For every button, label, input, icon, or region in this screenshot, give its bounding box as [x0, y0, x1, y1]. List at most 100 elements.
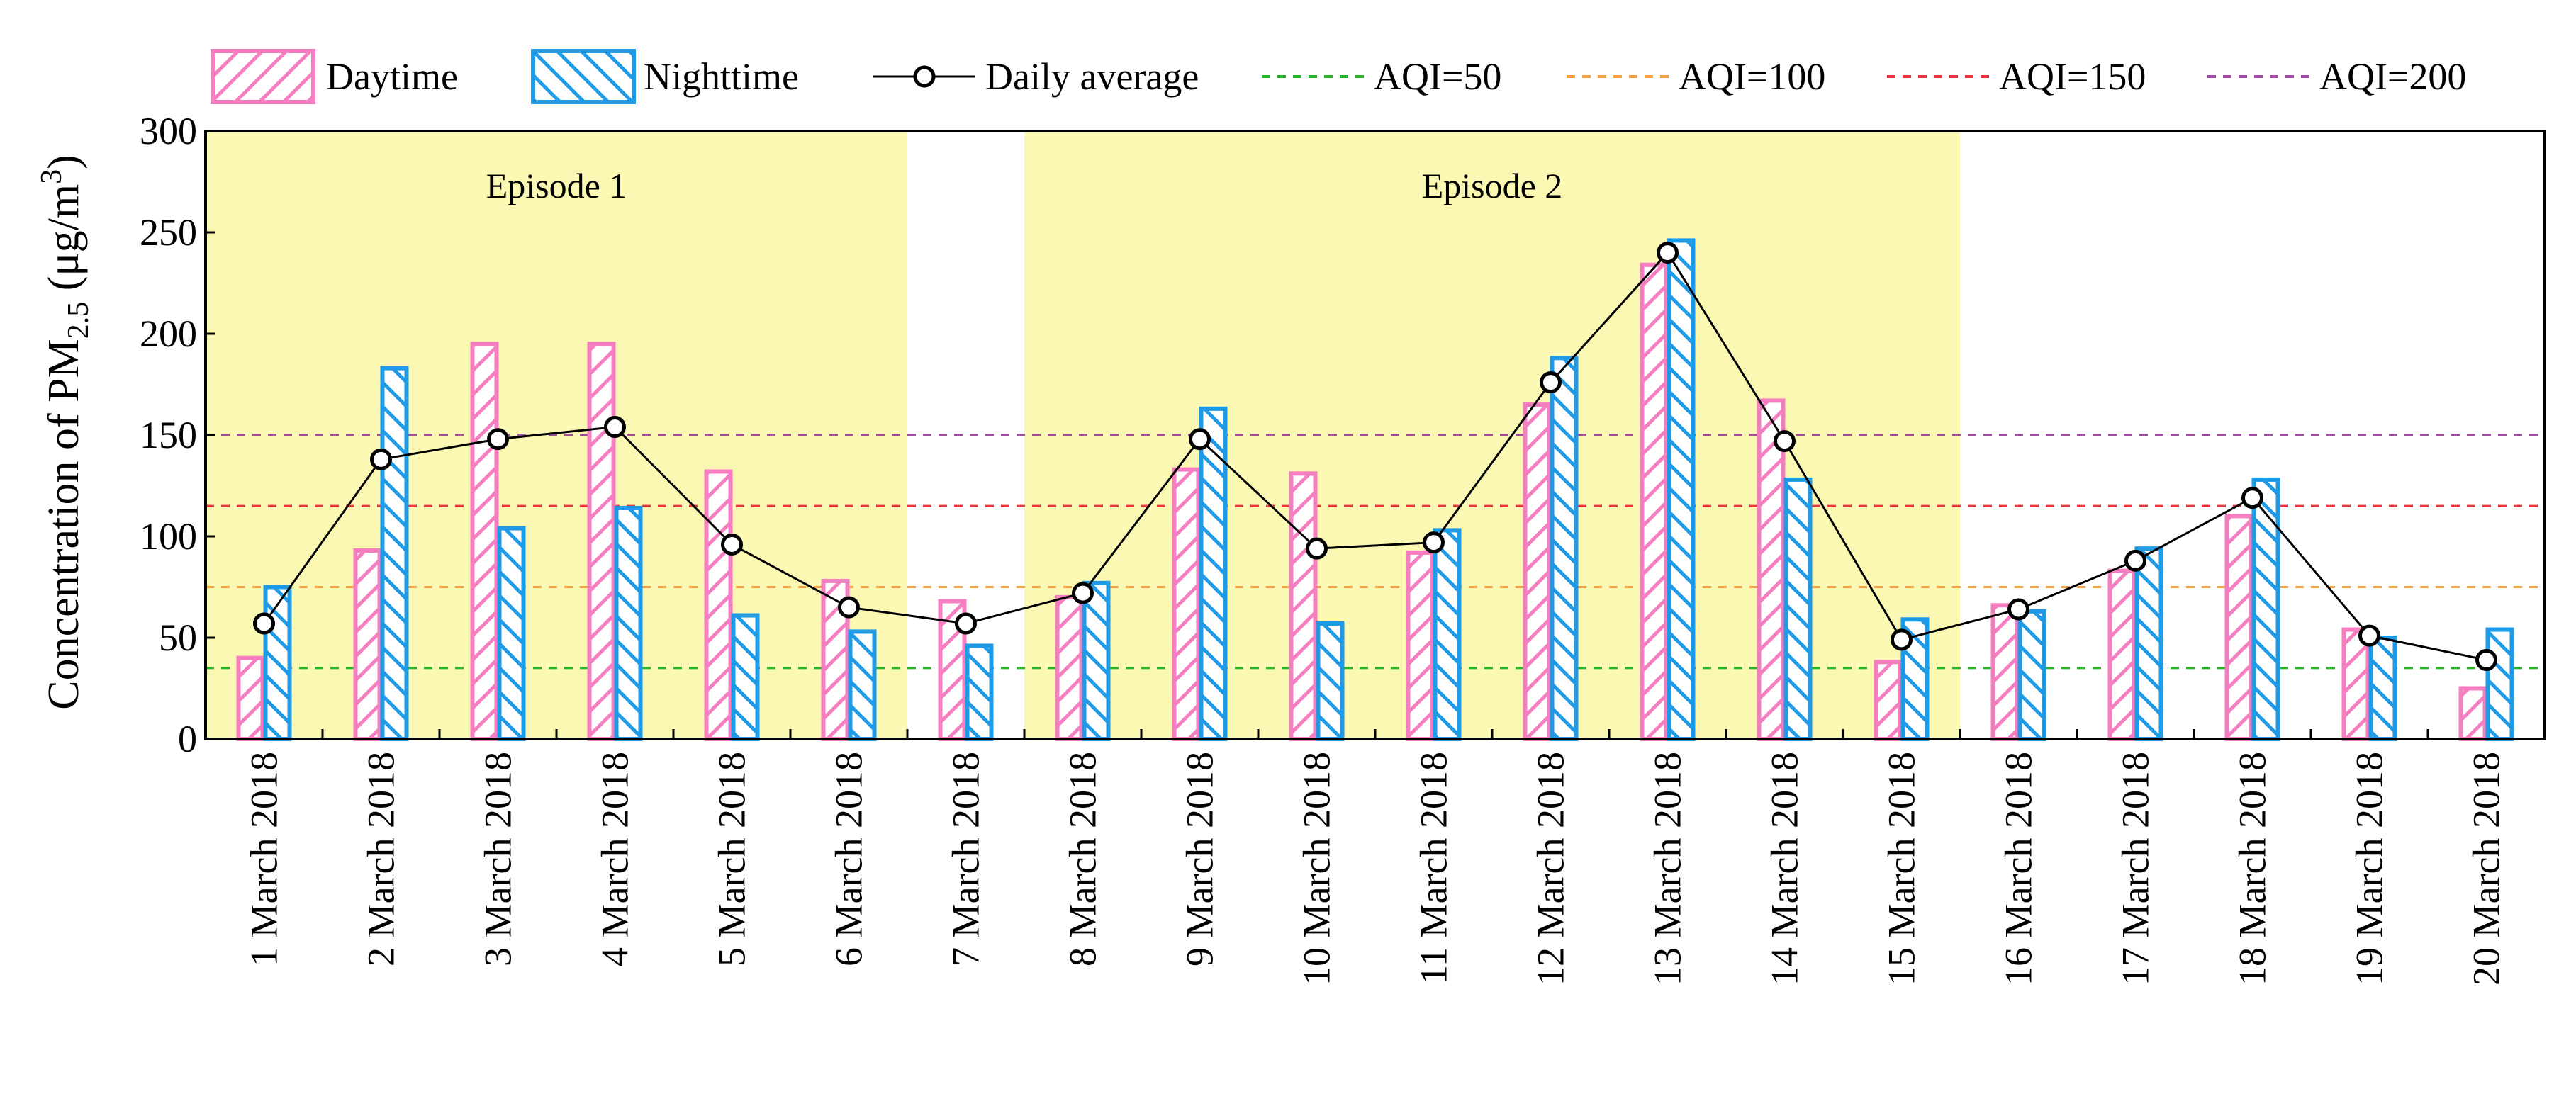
x-tick-label-9: 9 March 2018	[1179, 752, 1221, 966]
y-tick-label-50: 50	[159, 616, 197, 659]
average-point-6	[838, 596, 860, 619]
y-axis-title-close: )	[40, 154, 88, 169]
legend-nighttime-label: Nighttime	[644, 55, 799, 98]
bar-nighttime-19	[2368, 636, 2397, 741]
x-tick-label-3: 3 March 2018	[477, 752, 520, 966]
bar-nighttime-6	[848, 629, 877, 741]
bar-daytime-8	[1055, 594, 1084, 741]
x-tick-label-13: 13 March 2018	[1647, 752, 1689, 986]
legend-nighttime-swatch	[531, 49, 636, 104]
average-point-12	[1540, 371, 1562, 394]
bar-nighttime-20	[2485, 627, 2514, 741]
legend-daytime-swatch	[211, 49, 315, 104]
bar-daytime-14	[1757, 398, 1786, 741]
average-point-4	[604, 416, 626, 439]
average-point-13	[1657, 242, 1679, 264]
x-tick-label-19: 19 March 2018	[2348, 752, 2391, 986]
x-tick-label-5: 5 March 2018	[711, 752, 754, 966]
bar-daytime-16	[1990, 603, 2020, 741]
bar-daytime-20	[2458, 686, 2487, 741]
average-point-8	[1072, 582, 1094, 604]
bar-daytime-18	[2224, 514, 2253, 742]
legend-aqi150-label: AQI=150	[1999, 55, 2146, 98]
bar-nighttime-13	[1667, 238, 1696, 741]
x-tick-label-18: 18 March 2018	[2231, 752, 2274, 986]
x-tick-label-12: 12 March 2018	[1530, 752, 1572, 986]
legend-average-marker	[913, 65, 936, 88]
x-tick-label-20: 20 March 2018	[2465, 752, 2508, 986]
average-point-3	[487, 428, 509, 451]
bar-daytime-19	[2341, 627, 2370, 741]
y-axis-title-superscript: 3	[35, 169, 68, 184]
legend-average-label: Daily average	[985, 55, 1199, 98]
y-tick-label-300: 300	[140, 110, 197, 152]
bar-nighttime-10	[1316, 621, 1345, 741]
bar-nighttime-8	[1082, 580, 1111, 742]
x-tick-label-1: 1 March 2018	[243, 752, 286, 966]
x-tick-label-7: 7 March 2018	[945, 752, 987, 966]
bar-nighttime-7	[965, 643, 994, 741]
average-point-16	[2007, 598, 2029, 621]
average-point-18	[2241, 487, 2263, 509]
y-tick-label-250: 250	[140, 211, 197, 254]
bar-daytime-9	[1172, 467, 1201, 741]
y-tick-label-100: 100	[140, 515, 197, 558]
episode-labels: Episode 1 Episode 2	[486, 166, 1563, 205]
average-point-20	[2475, 648, 2497, 671]
average-point-10	[1306, 537, 1328, 560]
x-axis: 1 March 2018 2 March 2018 3 March 2018 4 Ma…	[204, 729, 2546, 986]
bar-daytime-11	[1406, 550, 1435, 741]
average-point-19	[2358, 624, 2380, 647]
x-tick-label-4: 4 March 2018	[594, 752, 637, 966]
y-axis: 0 50 100 150 200 250 300	[140, 110, 215, 760]
y-tick-label-0: 0	[178, 718, 197, 760]
y-axis-title-main: Concentration of PM	[40, 339, 88, 710]
x-tick-label-10: 10 March 2018	[1296, 752, 1338, 986]
average-point-9	[1189, 428, 1211, 451]
x-tick-label-11: 11 March 2018	[1413, 752, 1455, 984]
bar-daytime-15	[1874, 660, 1903, 742]
bar-daytime-5	[704, 469, 733, 741]
episode-1-label: Episode 1	[486, 166, 627, 205]
legend-aqi50-label: AQI=50	[1374, 55, 1501, 98]
x-tick-label-2: 2 March 2018	[360, 752, 403, 966]
bar-nighttime-12	[1550, 356, 1579, 741]
plot-frame	[204, 130, 2546, 740]
daily-average-polyline	[263, 251, 2487, 661]
bar-nighttime-4	[614, 505, 643, 742]
bar-nighttime-14	[1783, 477, 1813, 741]
bar-daytime-10	[1289, 471, 1318, 742]
bar-nighttime-1	[263, 585, 292, 741]
bar-daytime-12	[1523, 402, 1552, 741]
bar-nighttime-15	[1900, 617, 1930, 742]
bar-daytime-4	[587, 342, 616, 741]
x-tick-label-14: 14 March 2018	[1764, 752, 1806, 986]
y-axis-title: Concentration of PM2.5 (μg/m3)	[35, 154, 95, 710]
x-tick-label-6: 6 March 2018	[828, 752, 870, 966]
bar-daytime-13	[1640, 262, 1669, 741]
y-axis-title-subscript: 2.5	[62, 302, 95, 339]
bar-nighttime-9	[1199, 406, 1228, 741]
legend-aqi100-label: AQI=100	[1679, 55, 1825, 98]
x-tick-label-17: 17 March 2018	[2115, 752, 2157, 986]
bar-nighttime-17	[2134, 546, 2163, 741]
average-point-17	[2124, 549, 2146, 572]
average-point-7	[955, 612, 977, 635]
bar-nighttime-2	[380, 366, 409, 741]
average-point-14	[1774, 430, 1796, 453]
bar-daytime-3	[470, 342, 499, 741]
legend-daytime-label: Daytime	[326, 55, 458, 98]
average-point-11	[1423, 531, 1445, 554]
bar-daytime-17	[2107, 568, 2137, 741]
bar-nighttime-11	[1433, 528, 1462, 741]
bar-nighttime-3	[497, 526, 526, 741]
bar-daytime-2	[353, 548, 382, 742]
x-tick-label-8: 8 March 2018	[1062, 752, 1104, 966]
y-tick-label-200: 200	[140, 312, 197, 355]
average-line	[253, 242, 2497, 671]
average-point-2	[370, 448, 392, 470]
bar-nighttime-5	[731, 613, 760, 741]
legend: Daytime Nighttime Daily average AQI=50 A…	[211, 49, 2466, 104]
y-tick-label-150: 150	[140, 414, 197, 456]
